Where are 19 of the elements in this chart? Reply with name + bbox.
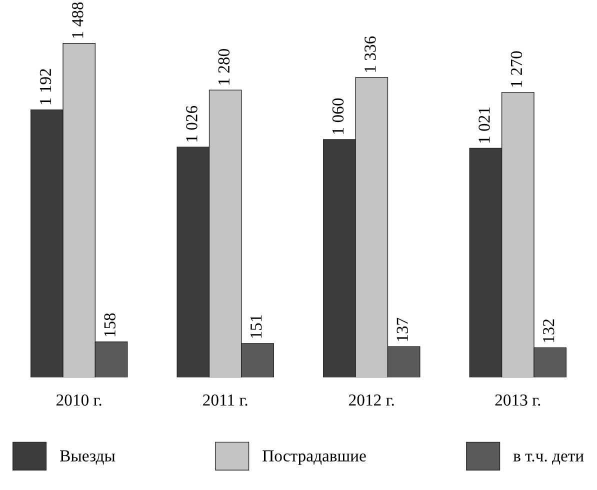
- data-label: 158: [104, 313, 116, 336]
- x-tick-label: 2011 г.: [203, 394, 248, 406]
- data-label: 151: [250, 315, 262, 338]
- legend-label: Выезды: [60, 450, 116, 465]
- x-tick-label: 2012 г.: [349, 394, 394, 406]
- data-label: 1 026: [186, 106, 198, 142]
- legend-label: Пострадавшие: [262, 450, 366, 465]
- data-label: 1 270: [510, 51, 522, 87]
- data-label: 1 021: [478, 108, 490, 143]
- data-label: 1 192: [40, 69, 52, 104]
- x-tick-label: 2013 г.: [495, 394, 540, 406]
- data-label: 1 488: [72, 2, 84, 38]
- data-label: 1 280: [218, 49, 230, 84]
- data-label: 1 336: [364, 36, 376, 72]
- data-label: 1 060: [332, 98, 344, 134]
- data-label: 132: [543, 319, 554, 342]
- legend-label: в т.ч. дети: [513, 453, 584, 465]
- x-tick-label: 2010 г.: [56, 394, 102, 406]
- data-label: 137: [396, 318, 408, 341]
